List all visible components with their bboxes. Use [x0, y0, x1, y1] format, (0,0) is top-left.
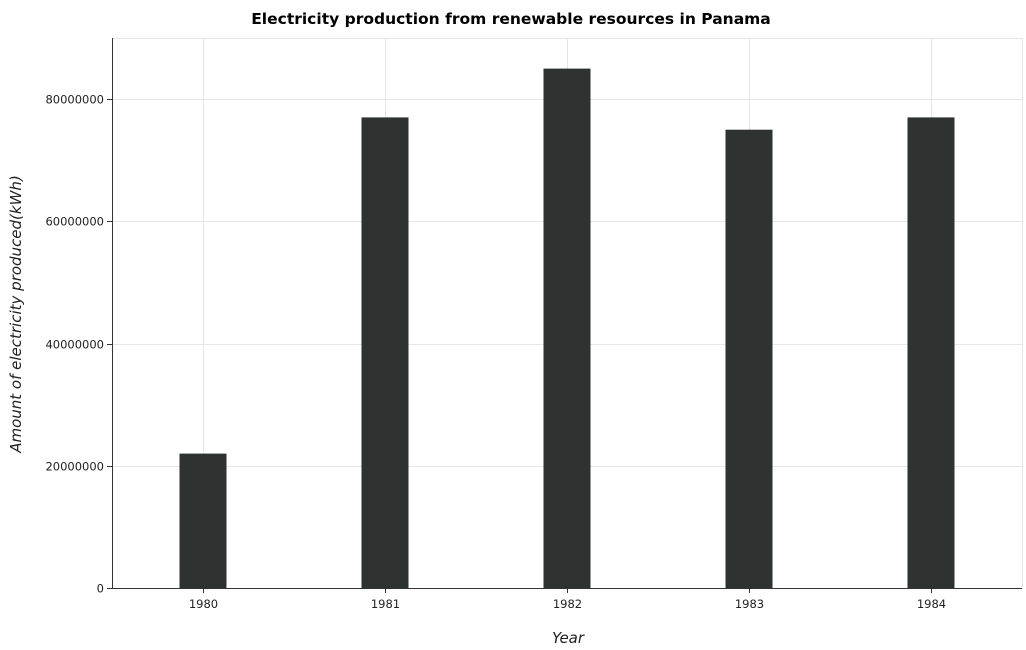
y-axis-label: Amount of electricity produced(kWh)	[7, 175, 25, 454]
y-tick-label: 80000000	[45, 93, 104, 107]
x-tick-label: 1982	[553, 597, 582, 611]
bars	[179, 68, 955, 589]
bar-1981	[361, 117, 409, 589]
bar-1982	[543, 68, 591, 589]
x-tick-label: 1984	[917, 597, 946, 611]
bar-1980	[179, 453, 227, 588]
bar-1984	[907, 117, 955, 589]
x-tick-labels: 1980 1981 1982 1983 1984	[189, 588, 946, 611]
chart-title: Electricity production from renewable re…	[251, 10, 771, 28]
y-tick-label: 60000000	[45, 215, 104, 229]
x-tick-label: 1983	[735, 597, 764, 611]
bar-1983	[725, 129, 773, 588]
x-tick-label: 1981	[371, 597, 400, 611]
x-axis-label: Year	[552, 629, 585, 647]
y-tick-labels: 0 20000000 40000000 60000000 80000000	[45, 93, 112, 596]
x-tick-label: 1980	[189, 597, 218, 611]
y-tick-label: 40000000	[45, 338, 104, 352]
y-tick-label: 0	[97, 582, 104, 596]
y-tick-label: 20000000	[45, 460, 104, 474]
